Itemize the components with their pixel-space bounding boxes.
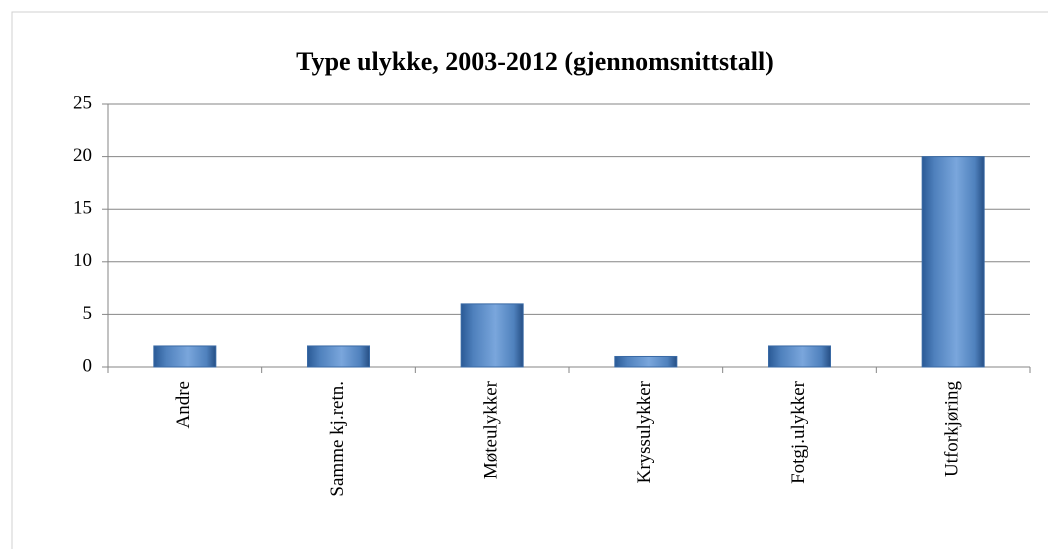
- bar: [307, 345, 370, 368]
- y-tick-label: 0: [83, 355, 93, 376]
- x-tick-label: Kryssulykker: [634, 380, 655, 483]
- chart-frame: [11, 11, 1048, 549]
- y-tick-label: 10: [73, 250, 92, 271]
- y-tick-label: 15: [73, 198, 92, 219]
- x-tick-label: Møteulykker: [481, 380, 502, 479]
- y-tick-label: 25: [73, 92, 92, 113]
- bar: [614, 355, 678, 368]
- bar: [768, 345, 831, 368]
- x-tick-label: Utforkjøring: [942, 381, 963, 478]
- x-tick-label: Samme kj.retn.: [327, 381, 348, 497]
- chart-title: Type ulykke, 2003-2012 (gjennomsnittstal…: [296, 47, 774, 76]
- y-tick-label: 20: [73, 145, 92, 166]
- bar: [153, 345, 217, 368]
- x-tick-label: Andre: [173, 381, 194, 428]
- y-tick-label: 5: [83, 303, 93, 324]
- x-tick-label: Fotgj.ulykker: [788, 380, 809, 484]
- bar: [921, 156, 985, 368]
- bar: [460, 303, 524, 368]
